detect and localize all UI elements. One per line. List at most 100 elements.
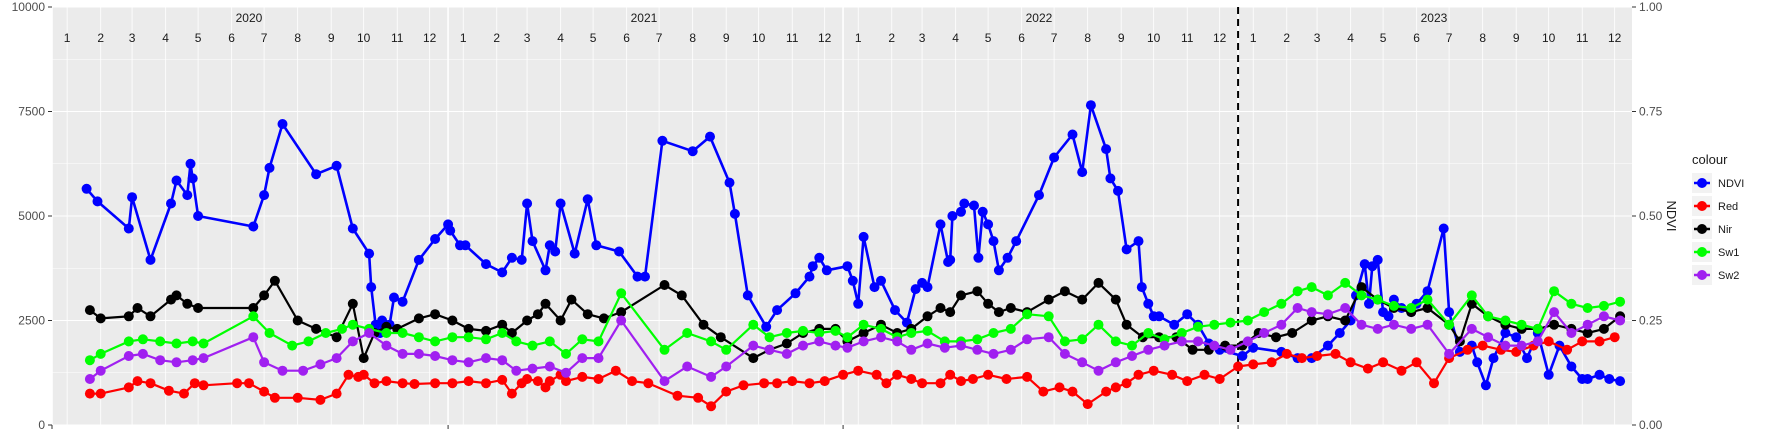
data-point-red: [1312, 351, 1323, 361]
data-point-sw2: [1176, 336, 1187, 347]
data-point-ndvi: [1594, 369, 1605, 380]
data-point-ndvi: [935, 219, 946, 230]
data-point-sw2: [497, 355, 508, 366]
data-point-sw2: [1127, 351, 1137, 361]
data-point-red: [1345, 357, 1356, 368]
data-point-red: [481, 378, 491, 389]
data-point-red: [1133, 369, 1144, 380]
data-point-ndvi: [1511, 332, 1522, 343]
data-point-ndvi: [123, 223, 134, 234]
y-tick-label-left: 10000: [12, 0, 46, 14]
data-point-ndvi: [945, 254, 956, 265]
month-label: 11: [391, 31, 404, 45]
month-label: 6: [1413, 31, 1420, 45]
data-point-red: [1182, 376, 1193, 387]
data-point-ndvi: [1237, 351, 1248, 361]
data-point-nir: [972, 286, 983, 297]
data-point-nir: [311, 323, 322, 334]
data-point-sw2: [1043, 332, 1054, 343]
data-point-sw1: [1356, 290, 1367, 301]
data-point-sw1: [497, 328, 508, 338]
data-point-sw2: [1259, 328, 1270, 338]
year-label: 2023: [1421, 11, 1448, 25]
data-point-red: [1429, 378, 1439, 389]
data-point-nir: [193, 303, 204, 313]
data-point-ndvi: [1582, 374, 1593, 384]
data-point-sw2: [248, 332, 259, 343]
data-point-sw1: [1077, 334, 1088, 345]
data-point-red: [881, 378, 892, 389]
series-red: [84, 332, 1620, 412]
data-point-sw2: [1292, 303, 1303, 313]
data-point-ndvi: [582, 194, 593, 205]
data-point-sw2: [1209, 340, 1220, 351]
data-point-sw1: [814, 328, 825, 338]
data-point-nir: [698, 319, 709, 330]
data-point-ndvi: [1383, 311, 1394, 322]
data-point-red: [1199, 369, 1210, 380]
data-point-sw1: [593, 336, 604, 347]
data-point-ndvi: [983, 219, 994, 230]
month-label: 4: [1347, 31, 1354, 45]
data-point-sw1: [876, 323, 886, 334]
data-point-red: [906, 374, 917, 384]
data-point-red: [787, 376, 798, 387]
data-point-nir: [171, 290, 182, 301]
data-point-sw2: [447, 355, 458, 366]
data-point-nir: [259, 290, 270, 301]
data-point-nir: [1187, 344, 1198, 355]
data-point-ndvi: [956, 206, 966, 217]
data-point-ndvi: [460, 240, 471, 251]
month-label: 3: [1314, 31, 1321, 45]
data-point-nir: [269, 275, 280, 286]
data-point-sw1: [1225, 317, 1236, 328]
data-point-red: [892, 369, 903, 380]
data-point-ndvi: [331, 160, 342, 171]
data-point-nir: [182, 298, 193, 309]
data-point-ndvi: [185, 158, 196, 169]
month-label: 12: [423, 31, 437, 45]
y-tick-label-right: 0.50: [1639, 209, 1663, 223]
data-point-sw1: [84, 355, 95, 366]
data-point-sw2: [1059, 348, 1070, 359]
data-point-red: [1266, 357, 1277, 368]
data-point-ndvi: [1049, 152, 1060, 163]
data-point-sw2: [814, 336, 825, 347]
data-point-ndvi: [1154, 311, 1165, 322]
data-point-sw1: [1110, 336, 1121, 347]
data-point-sw1: [248, 311, 259, 322]
data-point-sw2: [171, 357, 182, 368]
data-point-nir: [676, 290, 687, 301]
data-point-red: [643, 378, 654, 389]
data-point-ndvi: [1566, 361, 1577, 372]
data-point-red: [1562, 344, 1573, 355]
data-point-nir: [1121, 319, 1132, 330]
data-point-ndvi: [248, 221, 259, 232]
data-point-nir: [1043, 294, 1054, 305]
data-point-red: [706, 401, 717, 412]
data-point-ndvi: [1438, 223, 1449, 234]
data-point-nir: [1340, 315, 1351, 326]
data-point-sw2: [298, 365, 309, 376]
month-label: 1: [855, 31, 862, 45]
data-point-sw2: [364, 328, 375, 338]
data-point-sw2: [1340, 303, 1351, 313]
data-point-red: [561, 376, 571, 387]
data-point-nir: [598, 313, 609, 324]
data-point-nir: [1582, 328, 1593, 338]
data-point-sw2: [1516, 340, 1527, 351]
data-point-red: [1362, 363, 1373, 374]
data-point-sw2: [682, 361, 693, 372]
data-point-nir: [540, 298, 551, 309]
data-point-ndvi: [497, 267, 508, 278]
data-point-ndvi: [550, 246, 561, 257]
data-point-sw1: [721, 344, 732, 355]
data-point-sw1: [706, 336, 717, 347]
data-point-nir: [347, 298, 358, 309]
data-point-ndvi: [858, 231, 869, 242]
data-point-ndvi: [761, 321, 772, 332]
data-point-sw2: [1322, 309, 1333, 320]
data-point-red: [381, 376, 392, 387]
data-point-ndvi: [790, 288, 801, 299]
data-point-ndvi: [847, 275, 858, 286]
